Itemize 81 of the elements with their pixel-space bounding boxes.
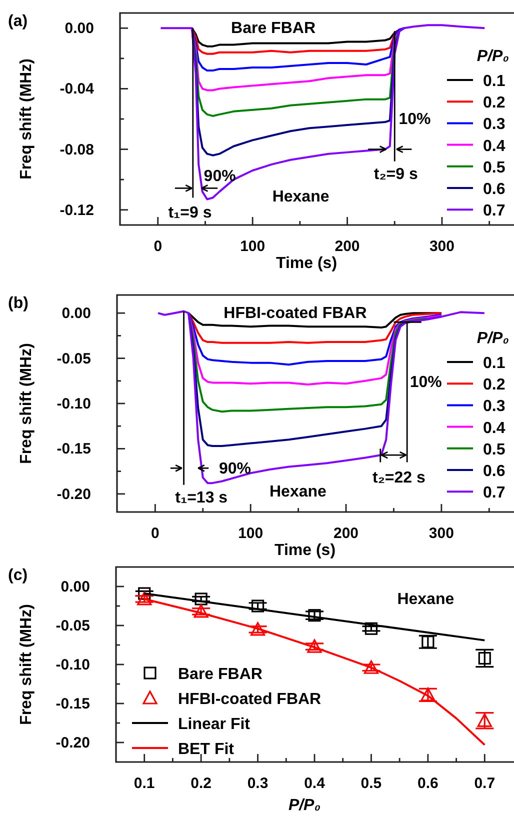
point [138, 587, 151, 600]
x-tick-label: 200 [334, 238, 360, 255]
y-tick-label: -0.15 [56, 696, 90, 712]
x-tick-label: 0.1 [134, 775, 155, 792]
annotation: 10% [410, 374, 442, 391]
chart-subtitle: Bare FBAR [231, 20, 316, 37]
y-axis-title: Freq shift (MHz) [18, 58, 35, 180]
x-axis-title: Time (s) [276, 255, 338, 272]
y-axis-title: Freq shift (MHz) [18, 604, 35, 725]
x-tick-label: 100 [238, 525, 264, 542]
annotation: t₂=22 s [372, 470, 426, 487]
x-tick-label: 0.4 [304, 775, 326, 792]
legend-label: 0.1 [483, 355, 506, 372]
legend-label: 0.6 [483, 463, 506, 480]
y-tick-label: -0.20 [56, 734, 90, 752]
annotation: Hexane [270, 483, 327, 500]
y-tick-label: -0.05 [56, 350, 91, 368]
y-tick-label: -0.10 [56, 396, 91, 412]
y-tick-label: -0.12 [60, 202, 94, 219]
y-axis-title: Freq shift (MHz) [18, 343, 35, 464]
point [250, 622, 266, 636]
legend-label: 0.6 [483, 181, 506, 198]
y-tick-label: -0.05 [56, 618, 90, 634]
x-tick-label: 100 [240, 238, 266, 255]
point [364, 660, 379, 674]
legend-label: 0.7 [483, 202, 506, 220]
annotation: 90% [218, 460, 252, 478]
annotation: 10% [398, 110, 431, 128]
legend-title: P/P₀ [476, 48, 509, 65]
x-tick-label: 300 [428, 525, 454, 542]
point [194, 592, 208, 606]
chart-title: (a) [8, 13, 28, 30]
x-axis-title: Time (s) [274, 542, 336, 559]
legend-label: 0.1 [483, 73, 506, 90]
point [307, 639, 322, 653]
legend-label: 0.7 [483, 484, 506, 502]
x-tick-label: 0.6 [418, 775, 438, 792]
point [137, 592, 152, 606]
legend-label: Linear Fit [178, 716, 251, 733]
annotation: Hexane [397, 591, 454, 608]
point [364, 622, 378, 635]
legend-label: 0.3 [483, 398, 506, 416]
annotation: t₁=13 s [175, 490, 228, 507]
x-tick-label: 0.2 [190, 775, 212, 792]
legend-label: Bare FBAR [178, 666, 263, 683]
annotation: t₁=9 s [168, 204, 212, 222]
x-tick-label: 0 [150, 525, 160, 542]
point [308, 609, 321, 622]
y-tick-label: 0.00 [60, 578, 90, 596]
legend-title: P/P₀ [476, 330, 509, 347]
text: HFBI-coated FBAR [224, 305, 368, 322]
x-tick-label: 0.5 [360, 775, 382, 792]
y-tick-label: -0.15 [56, 440, 91, 458]
annotation: Hexane [272, 188, 330, 206]
x-axis-title: P/P₀ [288, 797, 321, 814]
legend-label: 0.2 [483, 94, 506, 112]
x-tick-label: 0.7 [474, 775, 496, 792]
y-tick-label: 0.00 [64, 20, 94, 38]
y-tick-label: 0.00 [62, 305, 91, 322]
x-tick-label: 300 [429, 238, 454, 255]
legend-label: 0.5 [483, 441, 506, 458]
legend-label: BET Fit [178, 741, 235, 758]
point [194, 604, 208, 618]
legend-label: 0.5 [483, 159, 506, 176]
legend-label: 0.2 [483, 376, 506, 394]
y-tick-label: -0.08 [60, 141, 94, 158]
chart-title: (b) [8, 295, 28, 312]
y-tick-label: -0.20 [56, 486, 91, 503]
y-tick-label: -0.10 [56, 656, 90, 674]
x-tick-label: 0.3 [247, 775, 268, 792]
x-tick-label: 200 [333, 525, 359, 542]
y-tick-label: -0.04 [60, 80, 95, 98]
x-tick-label: 0 [154, 238, 162, 255]
legend-label: 0.4 [483, 138, 506, 155]
point [251, 600, 264, 612]
legend-label: 0.3 [483, 116, 506, 134]
legend-label: 0.4 [483, 420, 506, 437]
annotation: t₂=9 s [374, 166, 418, 184]
chart-title: (c) [8, 567, 28, 584]
annotation: 90% [204, 168, 236, 186]
legend-label: HFBI-coated FBAR [178, 691, 322, 708]
